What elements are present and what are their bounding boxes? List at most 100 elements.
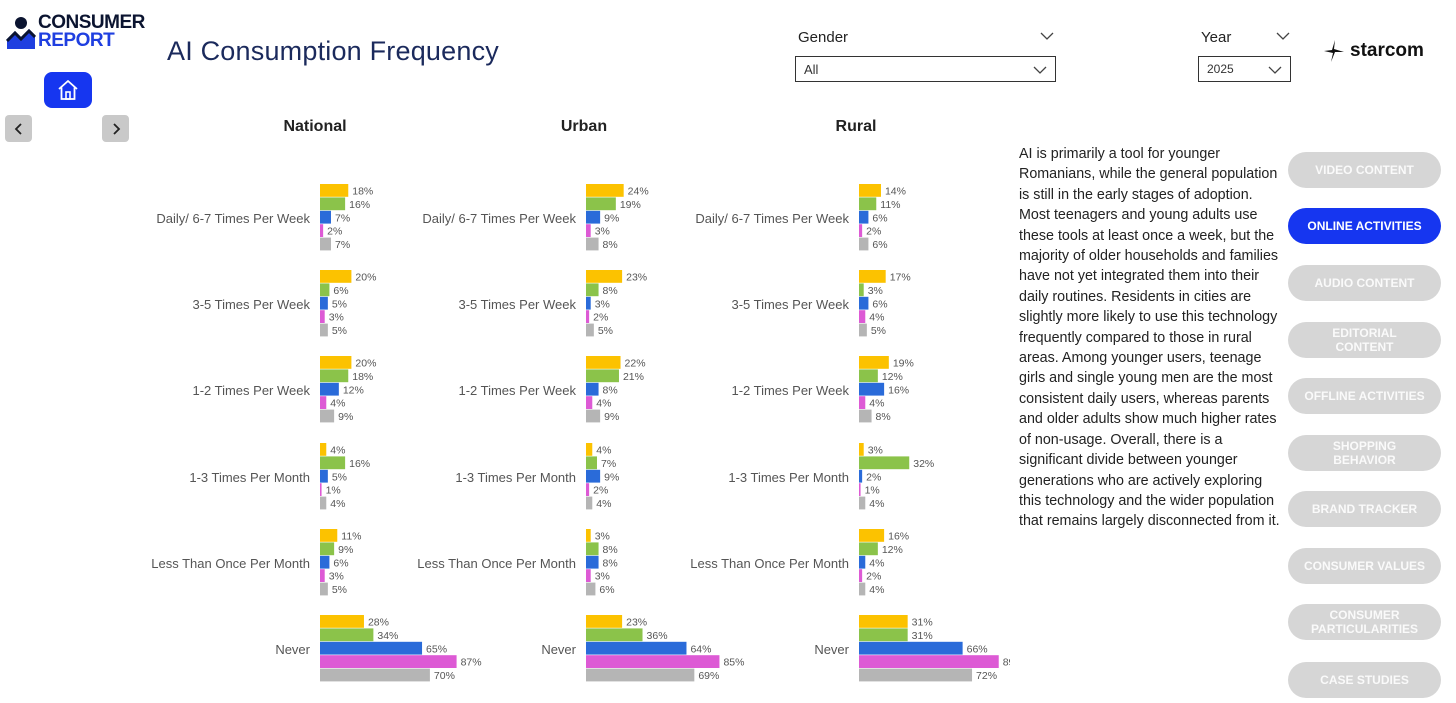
next-page-button[interactable]	[102, 115, 129, 142]
bar	[586, 356, 621, 369]
chevron-down-icon	[1033, 66, 1047, 74]
data-label: 64%	[690, 643, 711, 655]
data-label: 19%	[620, 199, 641, 211]
bar	[859, 197, 877, 211]
data-label: 16%	[349, 458, 370, 470]
data-label: 21%	[623, 371, 644, 383]
bar	[320, 668, 430, 682]
menu-online-activities-button[interactable]: ONLINE ACTIVITIES	[1288, 208, 1441, 244]
bar	[320, 469, 328, 483]
starcom-wordmark: starcom	[1350, 40, 1424, 61]
bar	[859, 555, 866, 569]
data-label: 16%	[888, 531, 909, 543]
data-label: 32%	[913, 458, 934, 470]
year-select[interactable]: 2025	[1198, 56, 1291, 82]
menu-brand-tracker-button[interactable]: BRAND TRACKER	[1288, 491, 1441, 527]
data-label: 4%	[869, 398, 884, 410]
menu-consumer-values-button[interactable]: CONSUMER VALUES	[1288, 548, 1441, 584]
bar	[586, 615, 623, 628]
bar	[320, 369, 349, 383]
category-label: 1-3 Times Per Month	[728, 470, 849, 485]
bar	[586, 655, 720, 668]
data-label: 31%	[912, 630, 933, 642]
data-label: 2%	[593, 485, 608, 497]
data-label: 9%	[604, 212, 619, 224]
data-label: 5%	[871, 325, 886, 337]
bar	[320, 569, 325, 582]
bar	[859, 409, 872, 423]
bar	[320, 615, 364, 628]
bar	[586, 237, 599, 251]
bar	[859, 569, 863, 582]
menu-editorial-content-button[interactable]: EDITORIAL CONTENT	[1288, 322, 1441, 358]
bar	[320, 356, 352, 369]
bar	[586, 382, 599, 396]
data-label: 1%	[326, 485, 341, 497]
data-label: 2%	[866, 226, 881, 238]
bar	[859, 356, 889, 369]
menu-case-studies-button[interactable]: CASE STUDIES	[1288, 662, 1441, 698]
data-label: 85%	[723, 657, 744, 669]
data-label: 17%	[890, 272, 911, 284]
bar	[320, 555, 330, 569]
data-label: 4%	[330, 498, 345, 510]
data-label: 28%	[368, 617, 389, 629]
menu-audio-content-button[interactable]: AUDIO CONTENT	[1288, 265, 1441, 301]
menu-shopping-behavior-button[interactable]: SHOPPING BEHAVIOR	[1288, 435, 1441, 471]
bar	[586, 210, 601, 224]
data-label: 23%	[626, 272, 647, 284]
chevron-right-icon	[112, 122, 120, 135]
panel-title: National	[283, 118, 346, 135]
bar	[586, 296, 591, 310]
bar	[320, 310, 325, 323]
bar	[320, 655, 457, 668]
data-label: 12%	[882, 371, 903, 383]
bar	[859, 628, 908, 642]
home-button[interactable]	[44, 72, 92, 108]
data-label: 7%	[601, 458, 616, 470]
data-label: 3%	[595, 226, 610, 238]
data-label: 72%	[976, 670, 997, 682]
gender-select[interactable]: All	[795, 56, 1056, 82]
gender-filter-chevron-icon[interactable]	[1040, 31, 1054, 41]
menu-offline-activities-button[interactable]: OFFLINE ACTIVITIES	[1288, 378, 1441, 414]
data-label: 6%	[872, 239, 887, 251]
bar	[586, 396, 593, 409]
category-label: 1-3 Times Per Month	[189, 470, 310, 485]
data-label: 16%	[888, 384, 909, 396]
data-label: 89%	[1003, 657, 1010, 669]
bar	[859, 184, 881, 197]
category-label: Less Than Once Per Month	[417, 556, 576, 571]
year-filter-label: Year	[1201, 29, 1232, 46]
bar	[859, 396, 866, 409]
data-label: 1%	[865, 485, 880, 497]
data-label: 69%	[698, 670, 719, 682]
category-label: Never	[275, 642, 310, 657]
year-filter-chevron-icon[interactable]	[1276, 31, 1290, 41]
bar	[320, 628, 374, 642]
bar	[586, 224, 591, 237]
bar	[586, 582, 596, 596]
category-label: 3-5 Times Per Week	[192, 297, 310, 312]
category-label: Less Than Once Per Month	[151, 556, 310, 571]
gender-filter-label: Gender	[798, 29, 849, 46]
category-label: Less Than Once Per Month	[690, 556, 849, 571]
panel-title: Rural	[836, 118, 877, 135]
data-label: 12%	[343, 384, 364, 396]
bar	[859, 456, 910, 470]
category-label: 1-3 Times Per Month	[455, 470, 576, 485]
data-label: 2%	[327, 226, 342, 238]
home-icon	[58, 80, 78, 100]
data-label: 4%	[596, 498, 611, 510]
menu-consumer-particularities-button[interactable]: CONSUMER PARTICULARITIES	[1288, 604, 1441, 640]
menu-video-content-button[interactable]: VIDEO CONTENT	[1288, 152, 1441, 188]
data-label: 9%	[604, 411, 619, 423]
consumer-report-logo: CONSUMER REPORT	[6, 13, 146, 53]
bar	[586, 184, 624, 197]
bar	[859, 542, 878, 556]
bar	[586, 496, 593, 510]
bar	[586, 369, 619, 383]
previous-page-button[interactable]	[5, 115, 32, 142]
data-label: 4%	[596, 445, 611, 457]
data-label: 3%	[329, 571, 344, 583]
